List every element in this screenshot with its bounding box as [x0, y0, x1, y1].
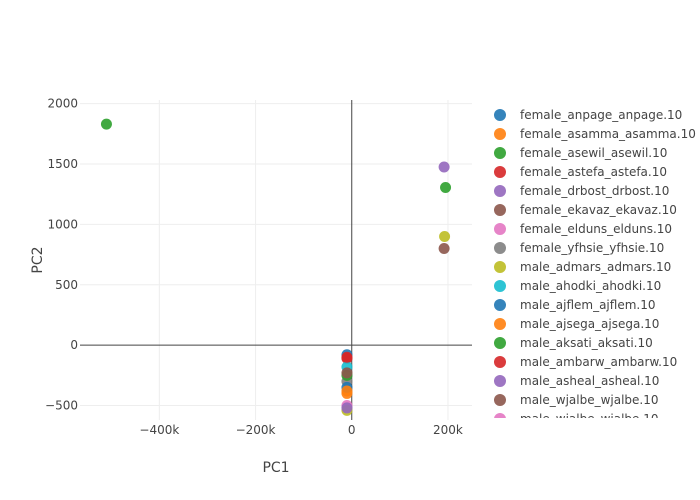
legend-marker	[494, 318, 506, 330]
legend-label: female_drbost_drbost.10	[520, 184, 669, 198]
legend-item[interactable]: male_ajsega_ajsega.10	[494, 317, 659, 331]
data-point	[341, 402, 353, 414]
legend-label: female_anpage_anpage.10	[520, 108, 682, 122]
legend-marker	[494, 128, 506, 140]
legend-marker	[494, 223, 506, 235]
data-points	[100, 118, 452, 416]
legend-item[interactable]: male_ambarw_ambarw.10	[494, 355, 677, 369]
x-axis-ticks: −400k −200k 0 200k	[139, 423, 463, 437]
legend-label: female_asamma_asamma.10	[520, 127, 696, 141]
legend-item[interactable]: male_aksati_aksati.10	[494, 336, 653, 350]
x-tick-label: 0	[348, 423, 356, 437]
legend[interactable]: female_anpage_anpage.10 female_asamma_asa…	[494, 108, 696, 426]
y-tick-label: 0	[70, 338, 78, 352]
plot-background	[80, 100, 472, 420]
data-point	[440, 182, 452, 194]
legend-marker	[494, 413, 506, 418]
y-tick-label: −500	[45, 399, 78, 413]
legend-item[interactable]: female_drbost_drbost.10	[494, 184, 669, 198]
y-tick-label: 500	[55, 278, 78, 292]
legend-marker	[494, 109, 506, 121]
y-axis-title: PC2	[30, 246, 46, 273]
legend-label: female_elduns_elduns.10	[520, 222, 672, 236]
data-point	[439, 230, 451, 242]
legend-label: female_ekavaz_ekavaz.10	[520, 203, 677, 217]
legend-item[interactable]: female_ekavaz_ekavaz.10	[494, 203, 677, 217]
legend-marker	[494, 242, 506, 254]
legend-item[interactable]: male_wjalbe_wjalbe.10	[494, 412, 659, 426]
legend-marker	[494, 261, 506, 273]
legend-item[interactable]: male_asheal_asheal.10	[494, 374, 659, 388]
legend-marker	[494, 185, 506, 197]
legend-label: male_wjalbe_wjalbe.10	[520, 412, 659, 426]
data-point	[438, 243, 450, 255]
legend-label: male_ahodki_ahodki.10	[520, 279, 661, 293]
legend-item[interactable]: male_wjalbe_wjalbe.10	[494, 393, 659, 407]
legend-item[interactable]: male_admars_admars.10	[494, 260, 671, 274]
legend-item[interactable]: female_asewil_asewil.10	[494, 146, 667, 160]
y-tick-label: 1000	[47, 217, 78, 231]
data-point	[341, 385, 353, 397]
legend-item[interactable]: female_anpage_anpage.10	[494, 108, 682, 122]
legend-item[interactable]: male_ahodki_ahodki.10	[494, 279, 661, 293]
data-point	[438, 161, 450, 173]
x-tick-label: −400k	[139, 423, 179, 437]
legend-label: male_asheal_asheal.10	[520, 374, 659, 388]
legend-item[interactable]: female_astefa_astefa.10	[494, 165, 667, 179]
legend-label: male_admars_admars.10	[520, 260, 671, 274]
legend-label: male_aksati_aksati.10	[520, 336, 653, 350]
legend-item[interactable]: female_elduns_elduns.10	[494, 222, 672, 236]
legend-marker	[494, 166, 506, 178]
legend-marker	[494, 299, 506, 311]
y-tick-label: 2000	[47, 97, 78, 111]
legend-item[interactable]: male_ajflem_ajflem.10	[494, 298, 655, 312]
legend-label: male_ambarw_ambarw.10	[520, 355, 677, 369]
data-point	[341, 351, 353, 363]
legend-label: female_astefa_astefa.10	[520, 165, 667, 179]
legend-marker	[494, 394, 506, 406]
legend-label: female_yfhsie_yfhsie.10	[520, 241, 664, 255]
legend-item[interactable]: female_asamma_asamma.10	[494, 127, 696, 141]
legend-marker	[494, 356, 506, 368]
legend-label: female_asewil_asewil.10	[520, 146, 667, 160]
x-axis-title: PC1	[262, 460, 289, 476]
legend-marker	[494, 337, 506, 349]
legend-label: male_wjalbe_wjalbe.10	[520, 393, 659, 407]
data-point	[100, 118, 112, 130]
data-point	[341, 367, 353, 379]
legend-marker	[494, 147, 506, 159]
x-tick-label: 200k	[433, 423, 463, 437]
legend-marker	[494, 280, 506, 292]
legend-label: male_ajsega_ajsega.10	[520, 317, 659, 331]
x-tick-label: −200k	[236, 423, 276, 437]
legend-item[interactable]: female_yfhsie_yfhsie.10	[494, 241, 664, 255]
legend-marker	[494, 375, 506, 387]
legend-marker	[494, 204, 506, 216]
legend-label: male_ajflem_ajflem.10	[520, 298, 655, 312]
y-tick-label: 1500	[47, 157, 78, 171]
grid-lines	[80, 100, 472, 420]
y-axis-ticks: −500 0 500 1000 1500 2000	[45, 97, 78, 413]
